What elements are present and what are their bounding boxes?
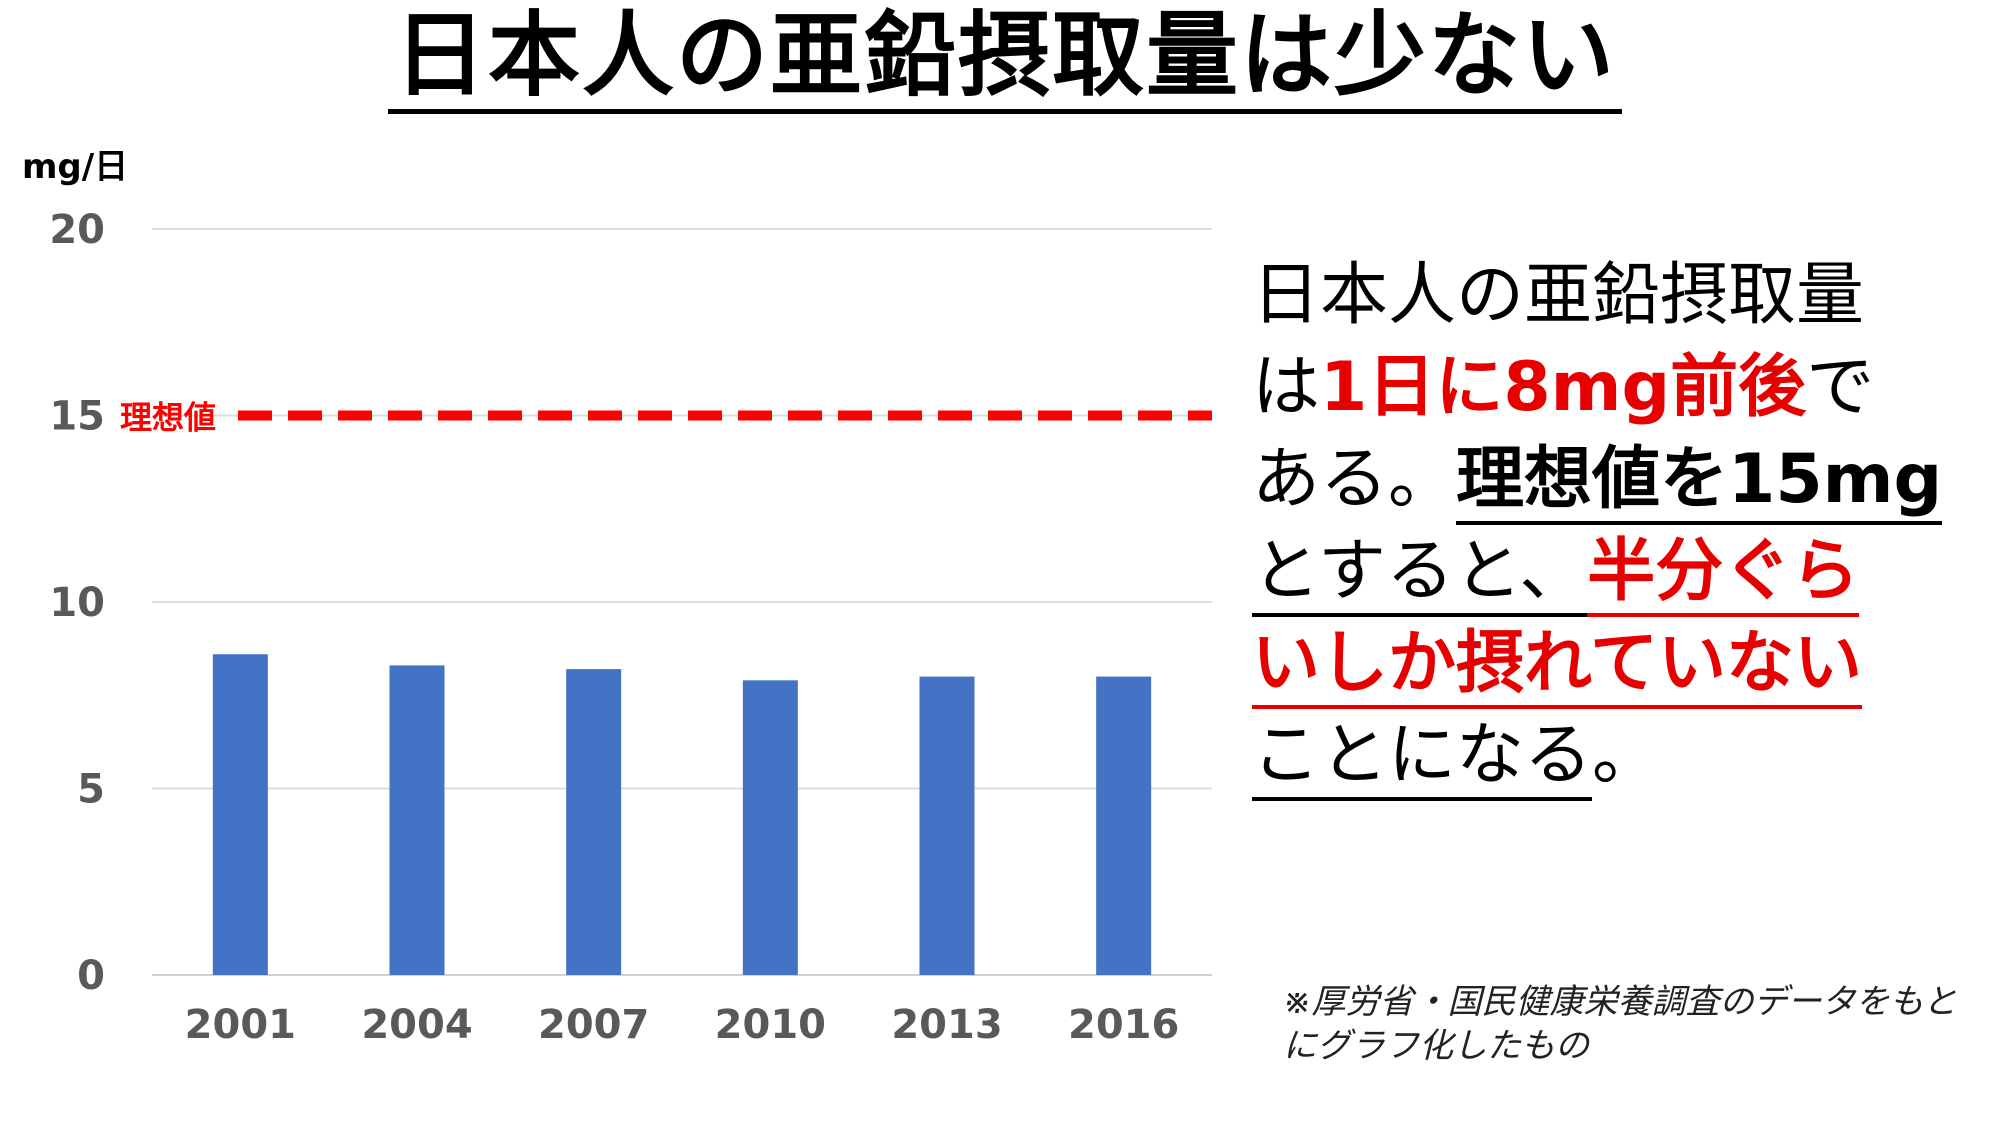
title-container: 日本人の亜鉛摂取量は少ない bbox=[350, 7, 1660, 114]
y-tick-label-15: 15 bbox=[49, 394, 105, 440]
body-line-3a: ある。 bbox=[1252, 440, 1457, 519]
x-tick-label-2010: 2010 bbox=[715, 1002, 826, 1048]
reference-line-group: 理想値 bbox=[120, 399, 1212, 437]
body-line-2b-highlight: 1日に8mg前後 bbox=[1320, 348, 1807, 427]
bar-2016 bbox=[1096, 676, 1152, 975]
x-tick-label-2013: 2013 bbox=[891, 1002, 1002, 1048]
x-tick-label-2001: 2001 bbox=[185, 1002, 296, 1048]
labels: mg/日 0 5 10 15 20 2001 2004 2007 2010 2013 2016 bbox=[22, 147, 1179, 1048]
x-tick-label-2016: 2016 bbox=[1068, 1002, 1179, 1048]
body-line-4b-highlight: 半分ぐら bbox=[1587, 532, 1860, 617]
y-tick-label-20: 20 bbox=[49, 207, 105, 253]
body-line-2c: で bbox=[1806, 348, 1875, 427]
body-line-6b: 。 bbox=[1592, 716, 1661, 795]
x-tick-label-2004: 2004 bbox=[361, 1002, 472, 1048]
page-title: 日本人の亜鉛摂取量は少ない bbox=[387, 7, 1622, 114]
x-tick-label-2007: 2007 bbox=[538, 1002, 649, 1048]
body-line-4a: とすると、 bbox=[1252, 532, 1588, 617]
body-line-2a: は bbox=[1252, 348, 1321, 427]
body-line-5-highlight: いしか摂れていない bbox=[1252, 624, 1862, 709]
y-axis-unit-label: mg/日 bbox=[22, 147, 128, 187]
ideal-value-label: 理想値 bbox=[120, 399, 216, 437]
bars bbox=[212, 654, 1152, 975]
y-tick-label-5: 5 bbox=[77, 767, 105, 813]
explanation-text: 日本人の亜鉛摂取量 は1日に8mg前後で ある。理想値を15mg とすると、半分… bbox=[1252, 250, 1997, 802]
bar-2010 bbox=[742, 680, 798, 975]
body-line-6a: ことになる bbox=[1252, 716, 1593, 801]
gridlines bbox=[152, 228, 1212, 976]
body-line-1: 日本人の亜鉛摂取量 bbox=[1252, 256, 1865, 335]
y-tick-label-0: 0 bbox=[77, 953, 105, 999]
zinc-intake-bar-chart: 理想値 mg/日 0 5 10 15 20 2001 2004 2007 2010 2013 2016 bbox=[22, 147, 1212, 1048]
bar-2007 bbox=[566, 669, 622, 975]
source-note: ※厚労省・国民健康栄養調査のデータをもとにグラフ化したもの bbox=[1283, 982, 1957, 1066]
bar-2013 bbox=[919, 676, 975, 975]
body-line-3b-emphasis: 理想値を15mg bbox=[1456, 440, 1943, 525]
y-tick-label-10: 10 bbox=[49, 580, 105, 626]
bar-2004 bbox=[389, 665, 445, 975]
bar-2001 bbox=[212, 654, 268, 975]
